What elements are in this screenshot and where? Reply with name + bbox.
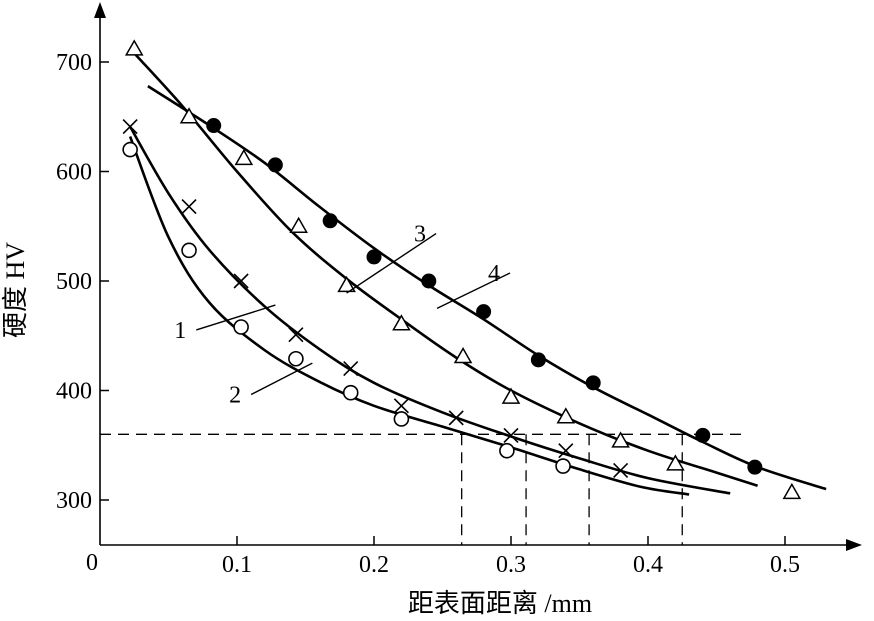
- x-tick-label: 0.4: [633, 552, 663, 578]
- curve-2-point: [233, 273, 249, 289]
- curve-3-point: [289, 216, 308, 233]
- curve-1-point: [122, 141, 138, 158]
- curve-1-label: 1: [174, 318, 186, 344]
- curve-3-line: [133, 52, 759, 488]
- curve-3-point: [124, 39, 144, 56]
- curve-1-point: [181, 242, 197, 259]
- y-tick-label: 500: [56, 269, 92, 295]
- data-markers: [122, 39, 802, 500]
- curve-2-line: [128, 125, 731, 495]
- curve-4-point: [366, 249, 382, 265]
- curve-3-label: 3: [414, 222, 426, 248]
- curve-3-point: [392, 314, 411, 331]
- curve-4-point: [476, 304, 492, 320]
- curve-1-point: [288, 350, 304, 367]
- curve-2-point: [613, 462, 629, 479]
- curve-labels: 1 2 3 4: [174, 222, 511, 409]
- curve-3-point: [453, 347, 473, 364]
- y-tick-label: 700: [56, 50, 92, 76]
- curve-1-line: [128, 136, 690, 496]
- curve-1-point: [342, 384, 359, 401]
- curve-2-point: [288, 327, 304, 343]
- curve-1-point: [499, 442, 515, 459]
- curve-4-point: [322, 213, 338, 229]
- origin-label: 0: [86, 550, 98, 576]
- x-tick-label: 0.5: [770, 552, 800, 578]
- x-tick-label: 0.2: [359, 552, 389, 578]
- curve-2-leader: [250, 362, 313, 396]
- curve-3-point: [556, 407, 576, 424]
- axes: [94, 2, 862, 551]
- curve-2-point: [558, 443, 574, 459]
- y-tick-label: 400: [56, 379, 92, 405]
- curve-4-label: 4: [488, 261, 500, 287]
- curve-4-point: [585, 375, 601, 391]
- curve-3-leader: [346, 232, 437, 294]
- x-axis-title: 距表面距离 /mm: [408, 589, 592, 618]
- y-axis-title: 硬度 HV: [1, 242, 30, 338]
- curve-4-point: [747, 459, 763, 475]
- curve-2-point: [393, 398, 409, 414]
- curve-2-point: [122, 119, 138, 135]
- curve-1-point: [393, 411, 410, 427]
- curve-3-point: [234, 148, 254, 166]
- curve-2-label: 2: [229, 383, 241, 409]
- curve-3-point: [337, 275, 356, 293]
- curve-3-point: [501, 387, 521, 404]
- curve-4-point: [530, 352, 546, 368]
- curve-4-point: [206, 118, 222, 134]
- curve-4-leader: [436, 272, 511, 310]
- curve-2-point: [343, 361, 359, 377]
- curve-1-point: [555, 458, 571, 474]
- x-tick-label: 0.3: [496, 552, 526, 578]
- curve-2-point: [181, 198, 197, 215]
- y-tick-label: 600: [56, 160, 92, 186]
- curve-3-point: [782, 482, 802, 500]
- x-axis-arrow: [846, 539, 862, 551]
- curve-4-point: [421, 273, 437, 289]
- curve-1-leader: [196, 304, 276, 331]
- y-tick-label: 300: [56, 488, 92, 514]
- curve-4-point: [267, 157, 283, 173]
- curve-3-point: [179, 107, 199, 124]
- curve-2-point: [503, 427, 519, 443]
- x-tick-label: 0.1: [222, 552, 252, 578]
- ticks: 0.1 0.2 0.3 0.4 0.5 300 400 500 600 700: [56, 50, 800, 578]
- curve-3-point: [611, 431, 630, 448]
- curve-3-point: [666, 454, 685, 471]
- curve-2-point: [448, 410, 464, 426]
- curve-1-point: [233, 319, 249, 335]
- curve-4-point: [695, 427, 711, 443]
- y-axis-arrow: [94, 2, 106, 18]
